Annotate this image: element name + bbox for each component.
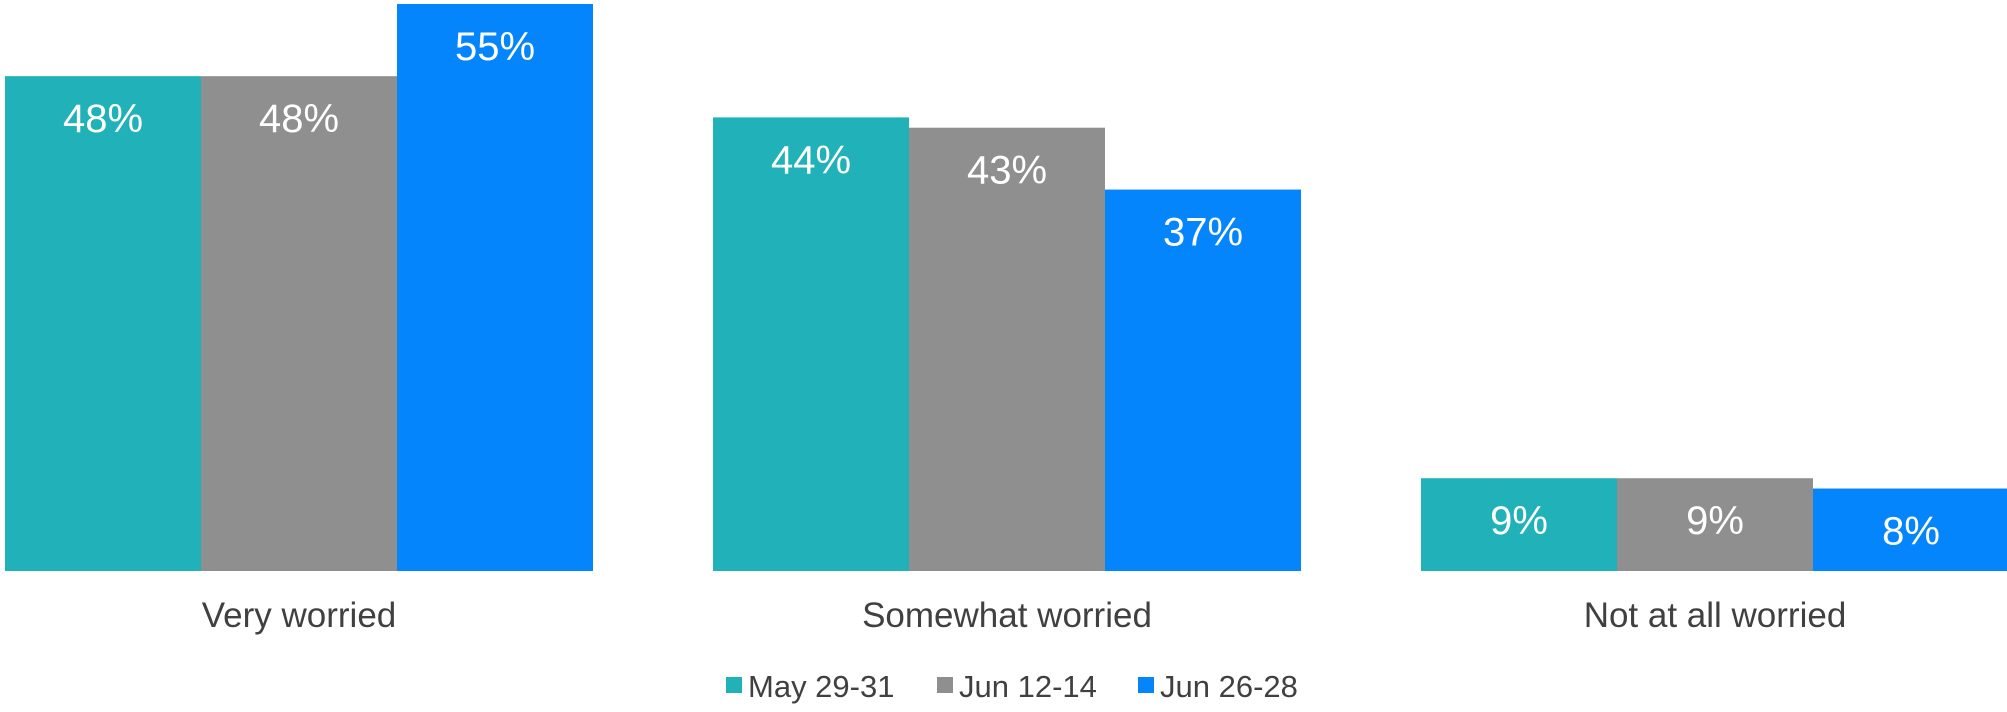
data-label-1-1: 43% bbox=[967, 149, 1047, 193]
bar-1-1 bbox=[909, 127, 1105, 571]
bar-2-0 bbox=[1421, 478, 1617, 571]
category-label-2: Not at all worried bbox=[1584, 596, 1847, 635]
bar-group-2: 9% 9% 8% Not at all worried bbox=[1421, 478, 2007, 635]
legend: May 29-31 Jun 12-14 Jun 26-28 bbox=[726, 669, 1298, 704]
bar-0-1 bbox=[201, 76, 397, 571]
category-label-0: Very worried bbox=[202, 596, 397, 635]
data-label-2-0: 9% bbox=[1490, 499, 1548, 543]
bar-2-2 bbox=[1813, 488, 2007, 571]
data-label-0-1: 48% bbox=[259, 97, 339, 141]
bar-1-0 bbox=[713, 117, 909, 572]
bar-2-1 bbox=[1617, 478, 1813, 571]
bar-group-1: 44% 43% 37% Somewhat worried bbox=[713, 117, 1301, 635]
legend-label-0: May 29-31 bbox=[748, 669, 894, 704]
legend-swatch-1 bbox=[937, 677, 953, 693]
data-label-0-0: 48% bbox=[63, 97, 143, 141]
data-label-2-2: 8% bbox=[1882, 510, 1940, 554]
data-label-0-2: 55% bbox=[455, 25, 535, 69]
legend-label-2: Jun 26-28 bbox=[1160, 669, 1298, 704]
legend-swatch-2 bbox=[1138, 677, 1154, 693]
bar-1-2 bbox=[1105, 189, 1301, 571]
data-label-1-2: 37% bbox=[1163, 211, 1243, 255]
legend-label-1: Jun 12-14 bbox=[959, 669, 1097, 704]
legend-swatch-0 bbox=[726, 677, 742, 693]
bar-group-0: 48% 48% 55% Very worried bbox=[5, 4, 593, 635]
data-label-2-1: 9% bbox=[1686, 499, 1744, 543]
category-label-1: Somewhat worried bbox=[862, 596, 1152, 635]
data-label-1-0: 44% bbox=[771, 138, 851, 182]
bar-0-0 bbox=[5, 76, 201, 571]
bar-0-2 bbox=[397, 4, 593, 571]
